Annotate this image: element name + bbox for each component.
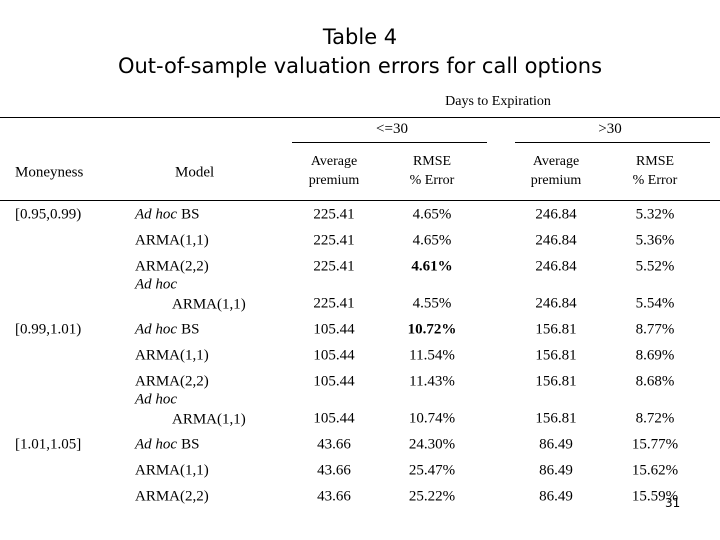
moneyness: [0.95,0.99): [15, 206, 82, 223]
cell: 5.36%: [635, 232, 675, 249]
cell: 5.32%: [635, 206, 675, 223]
super-header: Days to Expiration: [445, 94, 551, 109]
model: Ad hoc: [135, 276, 178, 293]
cell: 15.77%: [631, 436, 679, 453]
cell: 156.81: [535, 373, 577, 390]
cell: 8.72%: [635, 410, 675, 427]
cell: 5.52%: [635, 258, 675, 275]
column-header: RMSE: [635, 154, 675, 169]
model-text: BS: [181, 321, 200, 338]
group-header: >30: [598, 121, 622, 137]
model: ARMA(2,2): [135, 373, 209, 390]
model-text: BS: [181, 436, 200, 453]
rule: [0, 117, 720, 118]
cell: 246.84: [535, 232, 577, 249]
column-header: premium: [530, 173, 582, 188]
model-italic: Ad hoc: [135, 321, 178, 338]
cell: 225.41: [313, 206, 355, 223]
cell: 105.44: [313, 373, 355, 390]
cell: 24.30%: [408, 436, 456, 453]
model-italic: Ad hoc: [135, 436, 178, 453]
cell: 8.68%: [635, 373, 675, 390]
model: ARMA(1,1): [135, 232, 209, 249]
column-header: Average: [310, 154, 358, 169]
cell: 4.61%: [411, 258, 453, 275]
model-italic: Ad hoc: [135, 206, 178, 223]
cell: 10.74%: [408, 410, 456, 427]
model: Ad hoc BS: [135, 322, 199, 339]
cell: 15.59%: [631, 488, 679, 505]
cell: 225.41: [313, 295, 355, 312]
cell: 86.49: [539, 436, 573, 453]
rule: [515, 142, 710, 143]
model: ARMA(2,2): [135, 258, 209, 275]
cell: 11.54%: [409, 347, 455, 364]
column-header: RMSE: [412, 154, 452, 169]
column-header: Average: [532, 154, 580, 169]
title-line: Out-of-sample valuation errors for call …: [117, 54, 603, 78]
column-header: Model: [175, 164, 215, 181]
cell: 246.84: [535, 206, 577, 223]
column-header: % Error: [632, 173, 678, 188]
cell: 15.62%: [631, 462, 679, 479]
cell: 246.84: [535, 295, 577, 312]
cell: 4.65%: [412, 232, 452, 249]
model: Ad hoc: [135, 391, 178, 408]
cell: 8.77%: [635, 321, 675, 338]
cell: 105.44: [313, 410, 355, 427]
model: ARMA(1,1): [172, 296, 246, 313]
title-line: Table 4: [322, 25, 398, 49]
model: ARMA(2,2): [135, 488, 209, 505]
cell: 43.66: [317, 488, 351, 505]
model: ARMA(1,1): [135, 462, 209, 479]
model: ARMA(1,1): [135, 347, 209, 364]
cell: 86.49: [539, 488, 573, 505]
column-header: premium: [308, 173, 360, 188]
column-header: % Error: [409, 173, 455, 188]
cell: 105.44: [313, 347, 355, 364]
cell: 156.81: [535, 410, 577, 427]
cell: 4.65%: [412, 206, 452, 223]
cell: 11.43%: [409, 373, 455, 390]
cell: 5.54%: [635, 295, 675, 312]
rule: [0, 200, 720, 201]
page-number: 31: [665, 496, 681, 510]
cell: 225.41: [313, 258, 355, 275]
cell: 4.55%: [412, 295, 452, 312]
cell: 225.41: [313, 232, 355, 249]
cell: 43.66: [317, 436, 351, 453]
cell: 8.69%: [635, 347, 675, 364]
moneyness: [0.99,1.01): [15, 321, 82, 338]
cell: 156.81: [535, 321, 577, 338]
column-header: Moneyness: [15, 164, 84, 181]
cell: 156.81: [535, 347, 577, 364]
group-header: <=30: [376, 121, 408, 137]
cell: 86.49: [539, 462, 573, 479]
cell: 246.84: [535, 258, 577, 275]
cell: 43.66: [317, 462, 351, 479]
cell: 10.72%: [407, 321, 457, 338]
cell: 25.22%: [408, 488, 456, 505]
rule: [292, 142, 487, 143]
model: Ad hoc BS: [135, 207, 199, 224]
cell: 25.47%: [408, 462, 456, 479]
model: ARMA(1,1): [172, 411, 246, 428]
model-text: BS: [181, 206, 200, 223]
model: Ad hoc BS: [135, 437, 199, 454]
cell: 105.44: [313, 321, 355, 338]
moneyness: [1.01,1.05]: [15, 436, 82, 453]
